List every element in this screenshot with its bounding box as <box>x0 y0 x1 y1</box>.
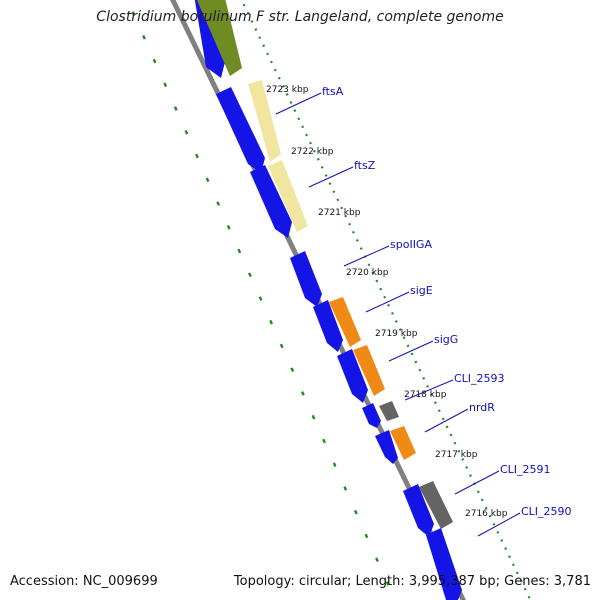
outer-gene-track <box>196 0 453 529</box>
label-leaders <box>275 92 521 537</box>
gene-label-nrdR[interactable]: nrdR <box>469 401 495 414</box>
tick-label: 2716 kbp <box>465 509 508 519</box>
gene-sigE[interactable] <box>329 297 361 347</box>
cds-arrow[interactable] <box>290 251 322 307</box>
tick-label: 2721 kbp <box>318 208 361 218</box>
gene-olive[interactable] <box>196 0 242 76</box>
gene-labels: ftsA ftsZ spoIIGA sigE sigG CLI_2593 nrd… <box>322 85 572 518</box>
gene-label-CLI_2590[interactable]: CLI_2590 <box>521 505 572 518</box>
gene-ftsA[interactable] <box>248 80 281 162</box>
gene-label-sigE[interactable]: sigE <box>410 284 433 297</box>
accession-text: Accession: NC_009699 <box>10 574 158 589</box>
gene-label-sigG[interactable]: sigG <box>434 333 458 346</box>
tick-label: 2718 kbp <box>404 390 447 400</box>
cds-arrow[interactable] <box>337 349 368 403</box>
cds-arrow[interactable] <box>313 300 343 352</box>
gene-sigG[interactable] <box>353 345 385 396</box>
cds-arrow[interactable] <box>216 87 265 173</box>
tick-labels: 2723 kbp 2722 kbp 2721 kbp 2720 kbp 2719… <box>266 85 508 519</box>
tick-label: 2720 kbp <box>346 268 389 278</box>
gene-label-CLI_2591[interactable]: CLI_2591 <box>500 463 551 476</box>
gene-label-spoIIGA[interactable]: spoIIGA <box>390 238 432 251</box>
tick-label: 2722 kbp <box>291 147 334 157</box>
tick-label: 2719 kbp <box>375 329 418 339</box>
cds-arrow[interactable] <box>250 165 292 238</box>
genome-summary-text: Topology: circular; Length: 3,995,387 bp… <box>233 574 591 589</box>
gene-ftsZ[interactable] <box>268 160 308 232</box>
inner-cds-track <box>194 0 462 600</box>
tick-label: 2717 kbp <box>435 450 478 460</box>
gene-label-CLI_2593[interactable]: CLI_2593 <box>454 372 505 385</box>
gene-nrdR[interactable] <box>390 426 416 460</box>
tick-label: 2723 kbp <box>266 85 309 95</box>
gene-CLI_2593[interactable] <box>379 401 399 421</box>
cds-arrow[interactable] <box>403 484 434 537</box>
gene-label-ftsA[interactable]: ftsA <box>322 85 344 98</box>
cds-arrow[interactable] <box>362 403 381 428</box>
outer-dotted-guide <box>240 0 532 600</box>
map-title: Clostridium botulinum F str. Langeland, … <box>96 9 504 25</box>
gene-CLI_2591[interactable] <box>419 481 453 529</box>
gene-label-ftsZ[interactable]: ftsZ <box>354 159 376 172</box>
cds-arrow[interactable] <box>426 528 462 600</box>
cds-arrow[interactable] <box>194 0 225 78</box>
cds-arrow[interactable] <box>375 430 398 464</box>
